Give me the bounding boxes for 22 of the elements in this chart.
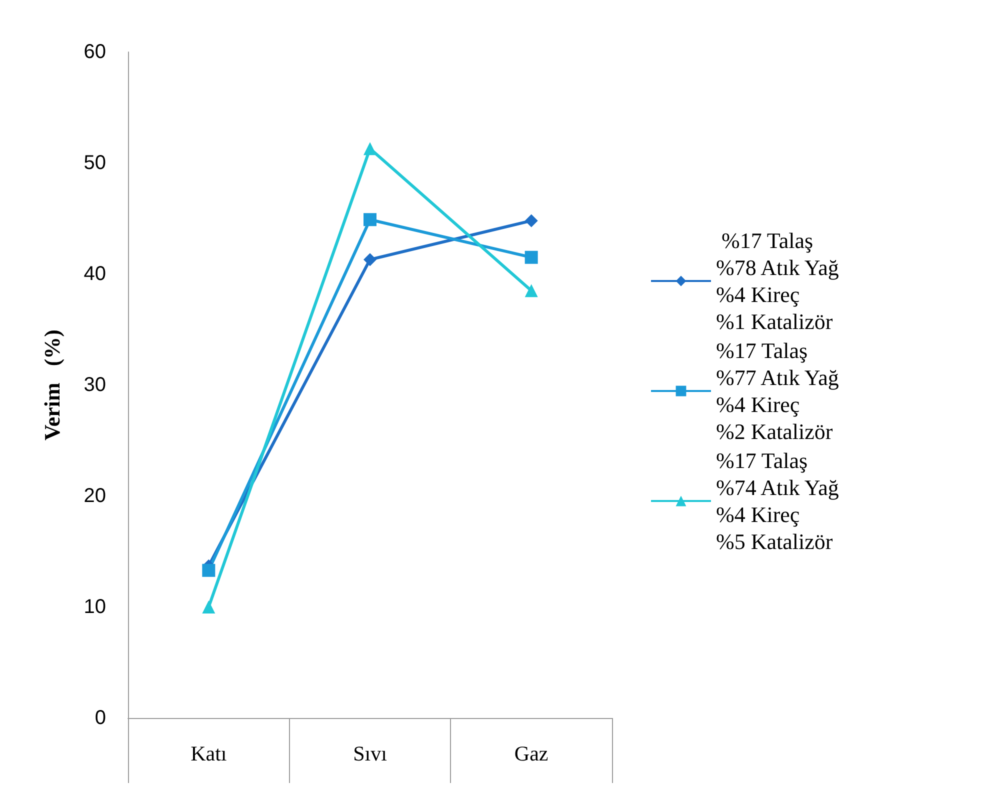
point: [364, 142, 376, 156]
x-tick-label: Gaz: [514, 742, 548, 766]
point: [524, 214, 538, 228]
point: [364, 253, 376, 266]
y-tick-label: 30: [84, 374, 106, 396]
point: [364, 213, 376, 226]
y-tick-label: 0: [94, 707, 106, 729]
y-tick-label: 20: [84, 485, 106, 507]
y-tick-label: 60: [84, 41, 106, 63]
x-tick-label: Katı: [190, 742, 227, 766]
point: [524, 284, 538, 298]
point: [202, 600, 216, 614]
point: [524, 250, 538, 264]
point: [202, 564, 216, 577]
y-tick-label: 40: [84, 263, 106, 285]
y-tick-label: 50: [84, 152, 106, 174]
legend-label: %17 Talaş %74 Atık Yağ %4 Kireç %5 Katalizör: [716, 448, 839, 554]
legend-label: %17 Talaş %78 Atık Yağ %4 Kireç %1 Katalizör: [716, 228, 839, 334]
x-tick-label: Sıvı: [353, 742, 388, 766]
y-tick-label: 10: [84, 596, 106, 618]
legend-label: %17 Talaş %77 Atık Yağ %4 Kireç %2 Katalizör: [716, 338, 839, 444]
y-axis-title: Verim (%): [40, 330, 64, 440]
